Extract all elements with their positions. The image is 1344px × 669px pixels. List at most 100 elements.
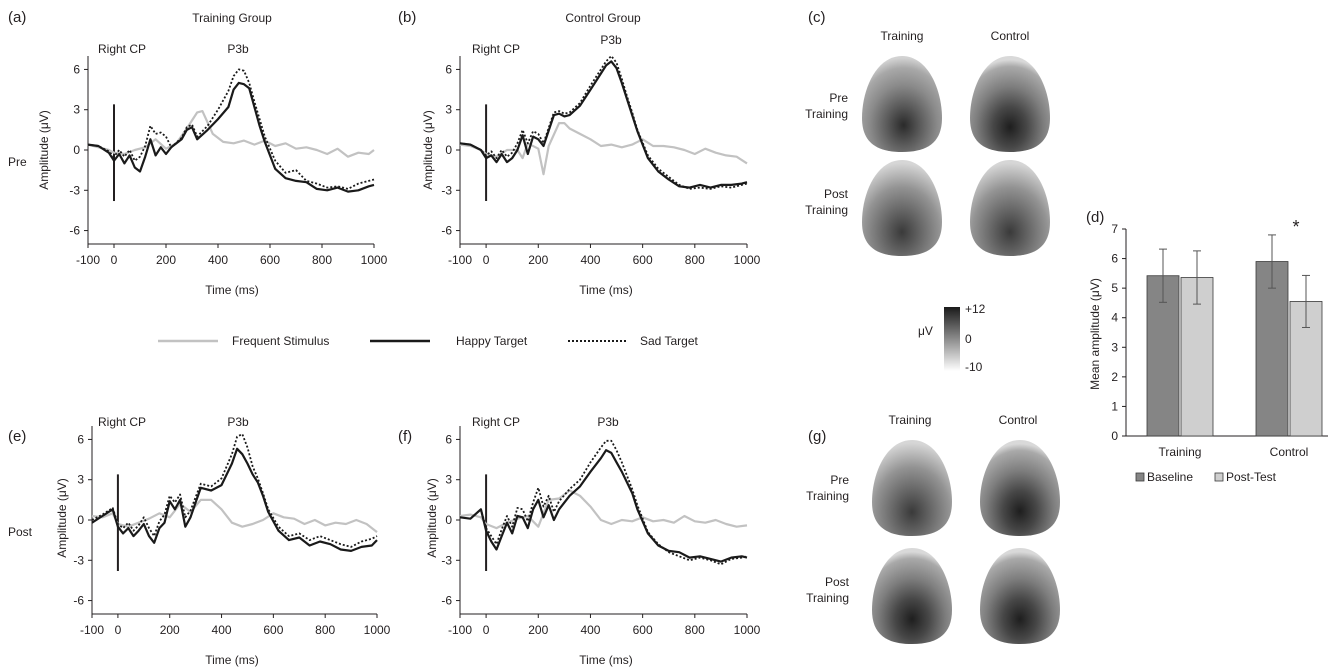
- panel-c-col-training: Training: [881, 29, 924, 43]
- erp-panel-e: (e) Right CP P3b Time (ms) Amplitude (μV…: [8, 415, 259, 667]
- x-tick-label-f: 400: [580, 623, 600, 637]
- x-tick-label-a: 1000: [361, 253, 388, 267]
- panel-c-row2-line1: Post: [824, 187, 849, 201]
- colorbar-gradient: [944, 307, 960, 371]
- row-label-pre: Pre: [8, 155, 27, 169]
- colorbar-max: +12: [965, 302, 986, 316]
- x-tick-label-a: 600: [260, 253, 280, 267]
- topo-panel-c: (c) Training Control Pre Training Post T…: [805, 9, 1050, 256]
- y-tick-label-e: 6: [77, 432, 84, 446]
- panel-g-row2-line2: Training: [806, 591, 849, 605]
- series-happy-target-e: [91, 447, 378, 552]
- bar-category-label: Training: [1159, 445, 1202, 459]
- panel-d-letter: (d): [1086, 209, 1104, 226]
- legend-happy-label: Happy Target: [456, 334, 528, 348]
- bar-y-tick-label: 1: [1111, 399, 1118, 413]
- topo-panel-g: (g) Training Control Pre Training Post T…: [806, 413, 1060, 644]
- waveform-legend: Frequent Stimulus Happy Target Sad Targe…: [158, 334, 698, 348]
- topomap-c-pre-training: [862, 56, 942, 152]
- panel-a-site: Right CP: [98, 42, 146, 56]
- x-tick-label-b: 0: [483, 253, 490, 267]
- x-tick-label-b: -100: [448, 253, 472, 267]
- panel-c-row1-line2: Training: [805, 107, 848, 121]
- panel-f-ylabel: Amplitude (μV): [425, 478, 439, 558]
- y-tick-label-a: 6: [73, 62, 80, 76]
- panel-b-peak: P3b: [600, 33, 622, 47]
- x-tick-label-f: -100: [448, 623, 472, 637]
- panel-f-letter: (f): [398, 428, 412, 445]
- bar-legend-swatch-baseline: [1135, 472, 1145, 482]
- panel-b-ylabel: Amplitude (μV): [421, 110, 435, 190]
- x-tick-label-f: 0: [483, 623, 490, 637]
- erp-plot-f: -100 0 200 400 600 800 1000 6 3 0 -3 -6: [441, 426, 761, 637]
- x-tick-label-a: -100: [76, 253, 100, 267]
- y-tick-label-f: -3: [441, 553, 452, 567]
- panel-c-row2-line2: Training: [805, 203, 848, 217]
- series-frequent-stimulus-f: [459, 489, 748, 530]
- x-tick-label-b: 200: [528, 253, 548, 267]
- significance-star: *: [1292, 217, 1299, 237]
- bar-chart-d: 0 1 2 3 4 5 6 7 Training Control Baseline Post-Test: [1111, 222, 1328, 484]
- x-tick-label-e: 400: [212, 623, 232, 637]
- topomap-g-post-control: [980, 548, 1060, 644]
- panel-d-ylabel: Mean amplitude (μV): [1088, 278, 1102, 390]
- panel-g-row1-line1: Pre: [830, 473, 849, 487]
- x-tick-label-e: 800: [315, 623, 335, 637]
- panel-b-site: Right CP: [472, 42, 520, 56]
- y-tick-label-b: 3: [445, 103, 452, 117]
- x-tick-label-b: 400: [580, 253, 600, 267]
- bar-y-tick-label: 0: [1111, 429, 1118, 443]
- erp-panel-a: (a) Training Group Right CP P3b Time (ms…: [8, 9, 272, 297]
- y-tick-label-a: -3: [69, 183, 80, 197]
- series-happy-target-b: [459, 60, 748, 189]
- y-tick-label-e: -6: [73, 594, 84, 608]
- panel-b-title: Control Group: [565, 11, 641, 25]
- panel-c-letter: (c): [808, 9, 826, 26]
- x-tick-label-e: -100: [80, 623, 104, 637]
- erp-plot-a: -100 0 200 400 600 800 1000 6 3 0 -3 -6: [69, 56, 388, 267]
- panel-g-col-training: Training: [889, 413, 932, 427]
- bar-category-label: Control: [1270, 445, 1309, 459]
- topomap-g-pre-training: [872, 440, 952, 536]
- panel-b-letter: (b): [398, 9, 416, 26]
- panel-g-row1-line2: Training: [806, 489, 849, 503]
- y-tick-label-b: 6: [445, 62, 452, 76]
- topomap-c-post-control: [970, 160, 1050, 256]
- x-tick-label-b: 600: [633, 253, 653, 267]
- panel-e-peak: P3b: [227, 415, 249, 429]
- x-tick-label-a: 800: [312, 253, 332, 267]
- colorbar-mid: 0: [965, 332, 972, 346]
- topomap-c-pre-control: [970, 56, 1050, 152]
- colorbar-min: -10: [965, 360, 983, 374]
- y-tick-label-a: -6: [69, 224, 80, 238]
- x-tick-label-f: 200: [528, 623, 548, 637]
- x-tick-label-e: 200: [160, 623, 180, 637]
- erp-plot-e: -100 0 200 400 600 800 1000 6 3 0 -3 -6: [73, 426, 391, 637]
- bar-baseline-control: [1255, 261, 1289, 437]
- legend-frequent-label: Frequent Stimulus: [232, 334, 329, 348]
- series-happy-target-a: [87, 81, 375, 193]
- panel-e-ylabel: Amplitude (μV): [55, 478, 69, 558]
- y-tick-label-a: 3: [73, 103, 80, 117]
- x-tick-label-e: 0: [115, 623, 122, 637]
- y-tick-label-b: -3: [441, 183, 452, 197]
- series-sad-target-b: [459, 55, 748, 190]
- colorbar-unit: μV: [918, 324, 933, 338]
- topomap-g-post-training: [872, 548, 952, 644]
- series-frequent-stimulus-e: [91, 498, 378, 533]
- x-tick-label-a: 0: [111, 253, 118, 267]
- panel-g-row2-line1: Post: [825, 575, 850, 589]
- legend-sad-label: Sad Target: [640, 334, 698, 348]
- x-tick-label-f: 1000: [734, 623, 761, 637]
- erp-panel-b: (b) Control Group Right CP P3b Time (ms)…: [398, 9, 641, 297]
- y-tick-label-e: -3: [73, 553, 84, 567]
- series-happy-target-f: [459, 449, 748, 563]
- panel-f-site: Right CP: [472, 415, 520, 429]
- y-tick-label-b: 0: [445, 143, 452, 157]
- erp-plot-b: -100 0 200 400 600 800 1000 6 3 0 -3 -6: [441, 55, 761, 267]
- panel-a-peak: P3b: [227, 42, 249, 56]
- x-tick-label-b: 1000: [734, 253, 761, 267]
- panel-g-letter: (g): [808, 428, 826, 445]
- y-tick-label-f: 6: [445, 432, 452, 446]
